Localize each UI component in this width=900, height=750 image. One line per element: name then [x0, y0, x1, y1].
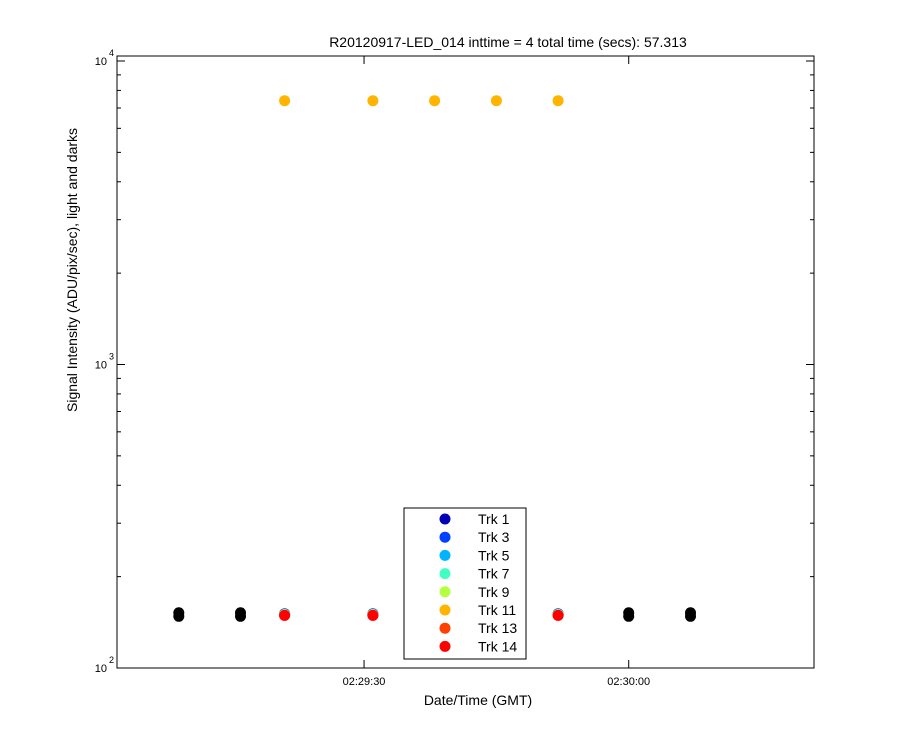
legend-marker — [439, 549, 451, 561]
y-tick-label-exponent: 4 — [109, 48, 114, 58]
data-point — [490, 95, 502, 107]
x-tick-labels: 02:29:30 02:30:00 — [343, 676, 651, 688]
data-point — [552, 95, 564, 107]
data-points — [173, 95, 696, 622]
legend-label: Trk 1 — [478, 511, 510, 527]
legend-marker — [439, 640, 451, 652]
data-point — [279, 609, 291, 621]
legend-label: Trk 13 — [478, 620, 517, 636]
data-point — [685, 610, 696, 622]
data-point — [552, 609, 564, 621]
y-tick-label: 10 — [95, 360, 107, 372]
legend-marker — [439, 568, 451, 580]
x-tick-label: 02:29:30 — [343, 676, 386, 688]
data-point — [367, 95, 379, 107]
legend-marker — [439, 604, 451, 616]
legend-marker — [439, 622, 451, 634]
legend-marker — [439, 513, 451, 525]
y-tick-label-exponent: 2 — [109, 655, 114, 665]
legend-label: Trk 9 — [478, 584, 510, 600]
data-point — [279, 95, 291, 107]
chart-title: R20120917-LED_014 inttime = 4 total time… — [329, 34, 687, 50]
minor-tick-marks — [117, 74, 814, 578]
data-point — [173, 610, 185, 622]
legend: Trk 1 Trk 3 Trk 5 Trk 7 Trk 9 Trk 11 Trk 13 Trk… — [403, 507, 527, 660]
legend-marker — [439, 531, 451, 543]
legend-label: Trk 11 — [478, 602, 516, 618]
y-tick-label-exponent: 3 — [109, 352, 114, 362]
y-axis-label: Signal Intensity (ADU/pix/sec), light an… — [64, 128, 80, 412]
x-tick-label: 02:30:00 — [607, 676, 650, 688]
data-point — [367, 609, 379, 621]
data-point — [235, 610, 246, 622]
legend-label: Trk 7 — [478, 566, 510, 582]
legend-label: Trk 5 — [478, 547, 510, 563]
legend-marker — [439, 586, 451, 598]
legend-label: Trk 14 — [478, 638, 517, 654]
legend-box — [403, 507, 527, 660]
legend-label: Trk 3 — [478, 529, 510, 545]
major-tick-marks — [117, 56, 814, 669]
data-point — [623, 610, 635, 622]
y-tick-label: 10 — [95, 663, 107, 675]
data-point — [429, 95, 441, 107]
y-tick-label: 10 — [95, 56, 107, 68]
x-axis-label: Date/Time (GMT) — [424, 692, 532, 708]
